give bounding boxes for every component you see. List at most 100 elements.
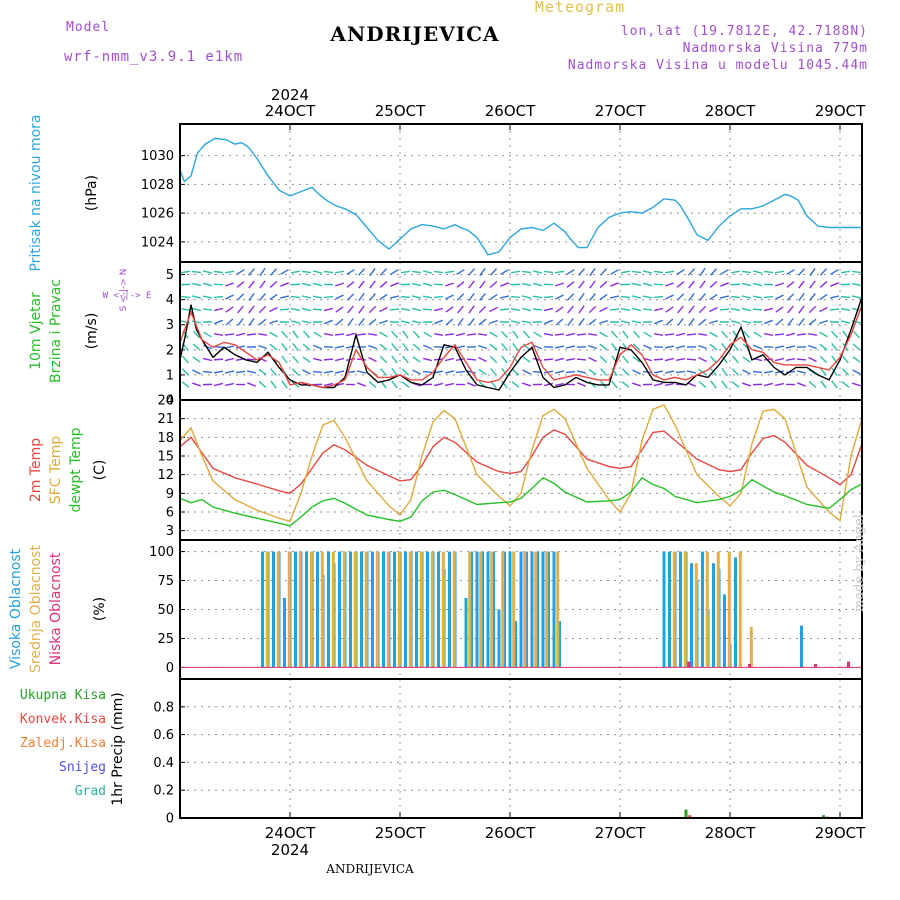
wind-arrow: [764, 319, 773, 325]
bar-mid: [534, 551, 538, 668]
wind-arrow: [578, 280, 585, 289]
wind-arrow: [202, 357, 213, 362]
wind-arrow: [763, 270, 774, 274]
wind-arrow: [490, 368, 497, 376]
wind-arrow: [402, 330, 409, 339]
bar-mid: [353, 551, 357, 668]
wind-arrow: [512, 342, 519, 352]
wind-arrow: [567, 305, 574, 314]
wind-arrow: [312, 370, 323, 374]
wind-arrow: [192, 356, 201, 363]
wind-arrow: [281, 343, 288, 351]
wind-arrow: [456, 293, 465, 301]
wind-arrow: [599, 331, 608, 338]
wind-arrow: [819, 331, 828, 338]
bar-mid: [430, 551, 434, 668]
wind-arrow: [809, 267, 816, 277]
wind-arrow: [411, 282, 422, 287]
wind-arrow: [202, 308, 213, 311]
wind-arrow: [345, 358, 356, 361]
wind-arrow: [621, 381, 630, 388]
wind-arrow: [379, 355, 388, 364]
wind-arrow: [390, 330, 399, 339]
ytick-label: 9: [166, 487, 174, 502]
wind-arrow: [653, 307, 664, 312]
wind-arrow: [763, 307, 774, 312]
wind-arrow: [819, 306, 828, 313]
wind-arrow: [851, 295, 862, 299]
wind-arrow: [819, 319, 828, 325]
wind-arrow: [400, 295, 411, 299]
wind-arrow: [501, 380, 508, 389]
wind-arrow: [334, 357, 345, 362]
wind-arrow: [675, 370, 686, 374]
wind-arrow: [290, 270, 301, 274]
bar-high: [547, 551, 550, 668]
bar-high: [470, 551, 473, 668]
wind-arrow: [422, 295, 433, 299]
wind-arrow: [281, 355, 288, 364]
wind-arrow: [752, 370, 763, 374]
wind-arrow: [236, 281, 245, 288]
wind-arrow: [807, 344, 818, 350]
wind-arrow: [544, 319, 553, 325]
wind-arrow: [357, 268, 366, 276]
bar-high: [679, 551, 682, 668]
wind-arrow: [632, 382, 641, 387]
wind-arrow: [302, 330, 311, 339]
wind-arrow: [391, 355, 398, 364]
bar-high: [415, 551, 418, 668]
wind-arrow: [181, 368, 190, 376]
wind-arrow: [599, 355, 608, 364]
wind-arrow: [620, 320, 631, 324]
ytick-label: 75: [157, 574, 174, 589]
wind-arrow: [479, 293, 486, 301]
wind-arrow: [587, 344, 598, 350]
precip-legend-item: Konvek.Kisa: [20, 712, 106, 727]
bar-mid: [749, 626, 753, 668]
xtick-label-bottom: 27OCT: [595, 824, 646, 842]
wind-arrow: [752, 270, 763, 274]
precip-legend-item: Snijeg: [59, 760, 106, 775]
wind-arrow: [324, 319, 333, 325]
ytick-label: 25: [157, 632, 174, 647]
wind-arrow: [840, 320, 851, 324]
wind-arrow: [555, 306, 564, 313]
wind-arrow: [599, 293, 608, 301]
wind-label: 10m Vjetar: [28, 292, 44, 370]
wind-arrow: [610, 330, 619, 339]
wind-arrow: [182, 355, 189, 364]
wind-arrow: [774, 333, 785, 336]
wind-arrow: [213, 382, 224, 387]
ytick-label: 0.6: [153, 728, 174, 743]
wind-arrow: [422, 270, 433, 274]
bar-high: [734, 557, 737, 668]
wind-arrow: [600, 368, 607, 376]
wind-arrow: [741, 307, 752, 312]
wind-arrow: [423, 344, 432, 350]
wind-arrow: [489, 331, 498, 338]
wind-arrow: [280, 282, 289, 287]
wind-arrow: [433, 307, 444, 312]
bar-mid: [705, 551, 709, 668]
wind-arrow: [335, 282, 344, 287]
wind-arrow: [456, 281, 465, 288]
wind-arrow: [302, 356, 311, 363]
wind-arrow: [599, 280, 608, 289]
ytick-label: 0.8: [153, 700, 174, 715]
series-line-sfc: [179, 404, 863, 523]
bar-high: [382, 551, 385, 668]
wind-arrow: [334, 270, 345, 274]
wind-arrow: [589, 280, 596, 289]
wind-arrow: [741, 282, 752, 287]
bar-mid: [479, 551, 483, 668]
wind-arrow: [334, 333, 345, 336]
ytick-label: 3: [166, 318, 174, 333]
wind-arrow: [224, 357, 235, 362]
wind-arrow: [369, 293, 376, 301]
wind-arrow: [785, 332, 796, 337]
wind-arrow: [688, 292, 695, 302]
wind-arrow: [522, 343, 531, 351]
wind-arrow: [433, 370, 444, 374]
wind-arrow: [235, 345, 246, 349]
